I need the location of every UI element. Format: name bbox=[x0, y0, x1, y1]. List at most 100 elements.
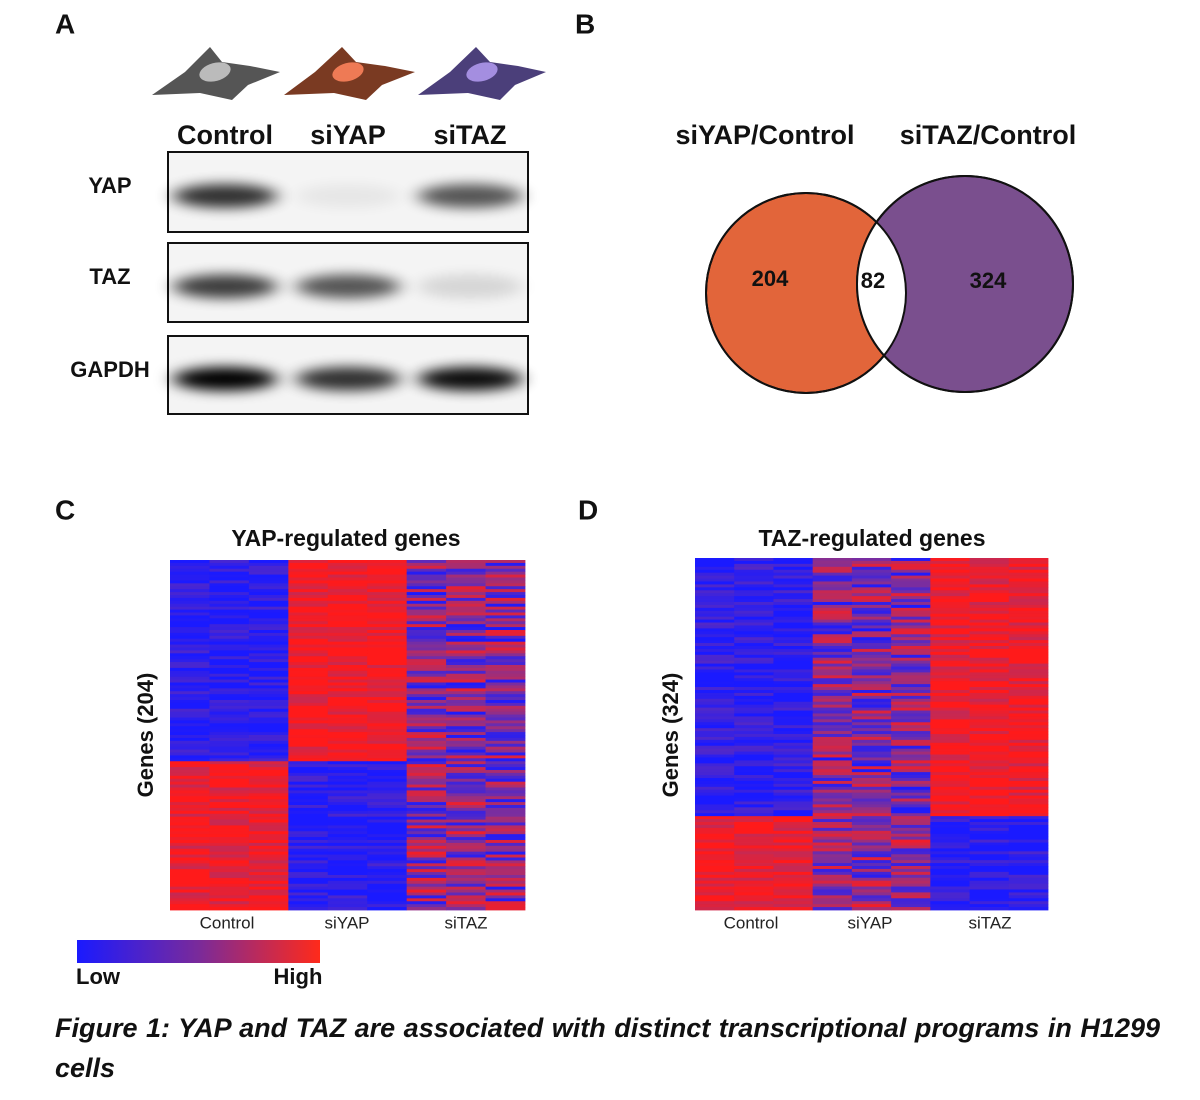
heatmap-cell bbox=[446, 787, 486, 791]
heatmap-cell bbox=[406, 822, 447, 826]
heatmap-cell bbox=[812, 780, 853, 785]
heatmap-cell bbox=[891, 643, 931, 647]
heatmap-cell bbox=[734, 739, 774, 744]
heatmap-title: YAP-regulated genes bbox=[231, 525, 460, 551]
heatmap-cell bbox=[367, 560, 408, 564]
heatmap-cell bbox=[734, 707, 774, 711]
heatmap-cell bbox=[485, 702, 526, 707]
heatmap-cell bbox=[1008, 607, 1049, 612]
heatmap-cell bbox=[288, 883, 329, 888]
heatmap-cell bbox=[891, 907, 931, 911]
heatmap-cell bbox=[695, 669, 735, 673]
heatmap-cell bbox=[209, 650, 250, 654]
heatmap-cell bbox=[1008, 848, 1049, 852]
heatmap-cell bbox=[812, 848, 853, 852]
heatmap-cell bbox=[170, 632, 210, 637]
heatmap-cell bbox=[288, 807, 329, 812]
heatmap-cell bbox=[485, 630, 526, 634]
heatmap-cell bbox=[367, 574, 408, 578]
heatmap-cell bbox=[170, 647, 210, 651]
heatmap-cell bbox=[288, 863, 329, 867]
heatmap-cell bbox=[288, 889, 329, 893]
heatmap-cell bbox=[170, 597, 210, 602]
heatmap-cell bbox=[446, 688, 486, 692]
heatmap-cell bbox=[969, 681, 1010, 685]
heatmap-cell bbox=[851, 701, 892, 706]
heatmap-cell bbox=[812, 810, 853, 814]
heatmap-cell bbox=[891, 590, 931, 594]
heatmap-cell bbox=[930, 783, 970, 788]
heatmap-cell bbox=[930, 569, 970, 574]
heatmap-cell bbox=[485, 624, 526, 628]
heatmap-cell bbox=[485, 854, 526, 858]
heatmap-cell bbox=[851, 780, 892, 785]
heatmap-cell bbox=[367, 781, 408, 785]
heatmap-cell bbox=[209, 574, 250, 578]
heatmap-cell bbox=[773, 807, 814, 811]
heatmap-cell bbox=[734, 654, 774, 659]
heatmap-cell bbox=[773, 880, 814, 884]
heatmap-cell bbox=[367, 740, 408, 745]
heatmap-cell bbox=[446, 670, 486, 675]
heatmap-cell bbox=[170, 822, 210, 826]
heatmap-cell bbox=[288, 697, 329, 701]
heatmap-cell bbox=[851, 851, 892, 855]
heatmap-cell bbox=[406, 618, 447, 622]
heatmap-cell bbox=[773, 566, 814, 571]
heatmap-cell bbox=[773, 631, 814, 635]
heatmap-cell bbox=[1008, 836, 1049, 840]
heatmap-cell bbox=[969, 637, 1010, 641]
heatmap-cell bbox=[969, 736, 1010, 741]
heatmap-cell bbox=[891, 898, 931, 902]
heatmap-cell bbox=[288, 796, 329, 800]
heatmap-cell bbox=[930, 786, 970, 791]
heatmap-cell bbox=[734, 763, 774, 767]
heatmap-cell bbox=[170, 799, 210, 803]
heatmap-cell bbox=[367, 694, 408, 698]
heatmap-cell bbox=[812, 657, 853, 662]
heatmap-cell bbox=[288, 702, 329, 707]
heatmap-cell bbox=[406, 875, 447, 879]
heatmap-cell bbox=[288, 665, 329, 669]
heatmap-cell bbox=[406, 562, 447, 567]
heatmap-cell bbox=[773, 792, 814, 796]
heatmap-cell bbox=[812, 734, 853, 738]
heatmap-cell bbox=[1008, 904, 1049, 908]
heatmap-cell bbox=[248, 694, 289, 698]
heatmap-cell bbox=[851, 842, 892, 846]
heatmap-cell bbox=[812, 675, 853, 679]
heatmap-cell bbox=[288, 586, 329, 590]
heatmap-cell bbox=[248, 726, 289, 730]
heatmap-cell bbox=[851, 692, 892, 697]
heatmap-cell bbox=[812, 833, 853, 838]
heatmap-cell bbox=[812, 728, 853, 732]
heatmap-cell bbox=[485, 749, 526, 753]
heatmap-cell bbox=[209, 580, 250, 584]
heatmap-cell bbox=[773, 886, 814, 890]
heatmap-cell bbox=[485, 872, 526, 876]
heatmap-cell bbox=[812, 654, 853, 659]
heatmap-cell bbox=[695, 587, 735, 591]
heatmap-cell bbox=[406, 842, 447, 847]
heatmap-cell bbox=[248, 863, 289, 867]
heatmap-cell bbox=[327, 842, 368, 847]
heatmap-cell bbox=[773, 748, 814, 752]
panel-label: B bbox=[575, 8, 595, 39]
heatmap-cell bbox=[406, 825, 447, 829]
heatmap-cell bbox=[406, 615, 447, 619]
heatmap-cell bbox=[695, 895, 735, 899]
heatmap-cell bbox=[406, 831, 447, 835]
heatmap-cell bbox=[485, 717, 526, 721]
heatmap-cell bbox=[969, 895, 1010, 899]
heatmap-cell bbox=[406, 764, 447, 768]
heatmap-cell bbox=[327, 822, 368, 826]
heatmap-cell bbox=[930, 713, 970, 717]
heatmap-cell bbox=[248, 583, 289, 587]
heatmap-cell bbox=[891, 566, 931, 571]
heatmap-cell bbox=[170, 644, 210, 648]
heatmap-cell bbox=[327, 772, 368, 777]
heatmap-cell bbox=[288, 764, 329, 768]
heatmap-cell bbox=[812, 607, 853, 612]
heatmap-cell bbox=[406, 854, 447, 858]
heatmap-cell bbox=[734, 660, 774, 664]
